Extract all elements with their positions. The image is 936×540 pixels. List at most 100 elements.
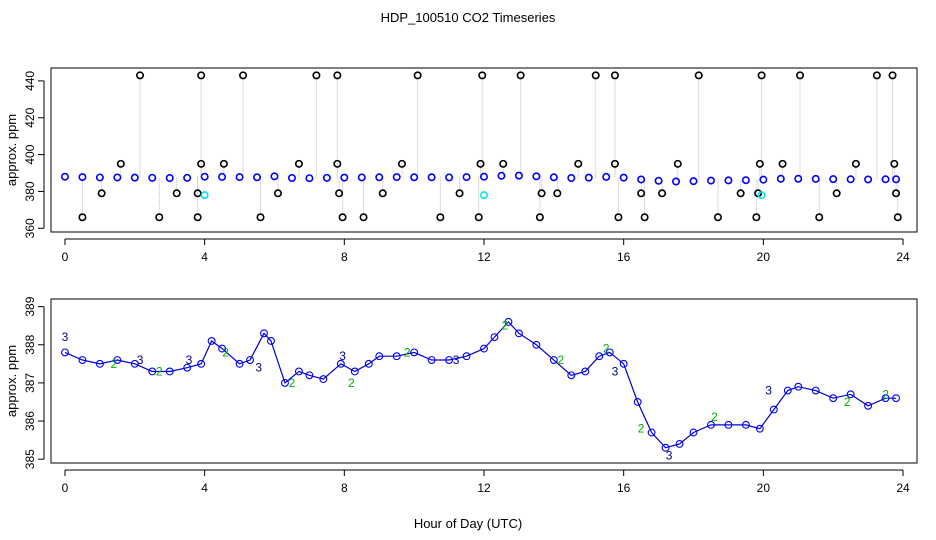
label-2-marker: 2 [557,353,564,367]
trace-point [410,348,419,357]
trace-point [532,340,541,349]
calibration-low-point [658,189,667,198]
trace-point [260,329,268,338]
label-2-marker: 2 [156,364,163,378]
label-2-marker: 2 [711,410,718,424]
calibration-high-point [610,71,619,80]
calibration-zero-point [713,213,722,222]
baseline-point [532,172,541,181]
trace-point [605,348,614,357]
calibration-high-point [312,71,321,80]
bottom-x-tick-label: 0 [62,481,69,495]
baseline-point [864,175,873,184]
flagged-point [479,191,488,200]
label-2-marker: 2 [222,345,229,359]
baseline-point [357,173,366,182]
label-3-marker: 3 [666,448,673,462]
calibration-high-point [197,71,206,80]
calibration-zero-point [359,213,368,222]
trace-point [246,356,254,364]
baseline-point [78,173,87,182]
baseline-point [462,173,471,182]
calibration-high-point [872,71,881,80]
trace-point [581,367,590,376]
trace-point [567,371,576,380]
trace-point [427,356,436,364]
trace-point [207,337,216,345]
calibration-mid-point [219,159,228,168]
calibration-high-point [136,71,145,80]
calibration-mid-point [499,159,508,168]
calibration-mid-point [673,159,682,168]
baseline-point [672,177,681,186]
calibration-zero-point [155,213,164,222]
bottom-x-tick-label: 8 [341,481,348,495]
trace-point [619,359,628,368]
trace-point [504,317,513,326]
baseline-point [619,173,628,182]
label-3-marker: 3 [453,353,460,367]
top-panel: 0 4 8 12 16 20 24 360 380 400 420 440 approx. ppm [4,67,918,264]
top-y-tick-label: 420 [23,107,37,127]
bottom-x-axis: 0 4 8 12 16 20 24 [62,469,910,495]
trace-point [755,424,764,433]
calibration-high-point [413,71,422,80]
calibration-low-point [553,189,562,198]
trace-point [235,359,244,368]
baseline-point [829,175,838,184]
trace-point [218,344,227,353]
top-x-tick-label: 12 [477,250,491,264]
bottom-y-tick-label: 385 [23,449,37,469]
bottom-y-axis-label: approx. ppm [4,345,19,417]
baseline-point [637,175,646,184]
trace-point [811,386,820,395]
calibration-mid-point [116,159,125,168]
bottom-x-tick-label: 4 [201,481,208,495]
trace-point [294,367,303,376]
calibration-low-point [455,189,464,198]
baseline-point [165,174,174,183]
baseline-point [479,172,488,181]
label-2-marker: 2 [502,319,509,333]
baseline-point [60,172,69,181]
baseline-point [235,173,244,182]
calibration-zero-point [893,213,902,222]
baseline-point [445,173,454,182]
calibration-mid-point [333,159,342,168]
calibration-zero-point [256,213,265,222]
top-y-tick-label: 440 [23,71,37,91]
trace-point [61,348,69,357]
baseline-point [305,174,314,183]
trace-point [267,337,275,345]
label-3-marker: 3 [137,353,144,367]
baseline-point [427,173,436,182]
figure-title: HDP_100510 CO2 Timeseries [381,10,556,25]
trace-point [480,344,488,353]
calibration-mid-point [397,159,406,168]
bottom-y-tick-label: 387 [23,373,37,393]
calibration-low-point [193,189,202,198]
label-3-marker: 3 [186,353,193,367]
calibration-high-point [591,71,600,80]
baseline-point [706,176,715,185]
trace-point [148,367,157,376]
bottom-y-tick-label: 389 [23,296,37,316]
calibration-high-point [333,71,342,80]
trace-point [165,367,174,376]
label-2-marker: 2 [844,395,851,409]
trace-point [675,439,684,448]
trace-point [846,390,855,399]
calibration-zero-point [436,213,445,222]
bottom-x-tick-label: 16 [617,481,631,495]
label-2-marker: 2 [882,387,889,401]
calibration-mid-point [610,159,619,168]
top-plot-frame [50,67,918,233]
baseline-point [881,175,890,184]
label-2-marker: 2 [404,345,411,359]
top-marks [60,71,902,222]
baseline-point [218,172,227,181]
trace-point [783,386,792,395]
